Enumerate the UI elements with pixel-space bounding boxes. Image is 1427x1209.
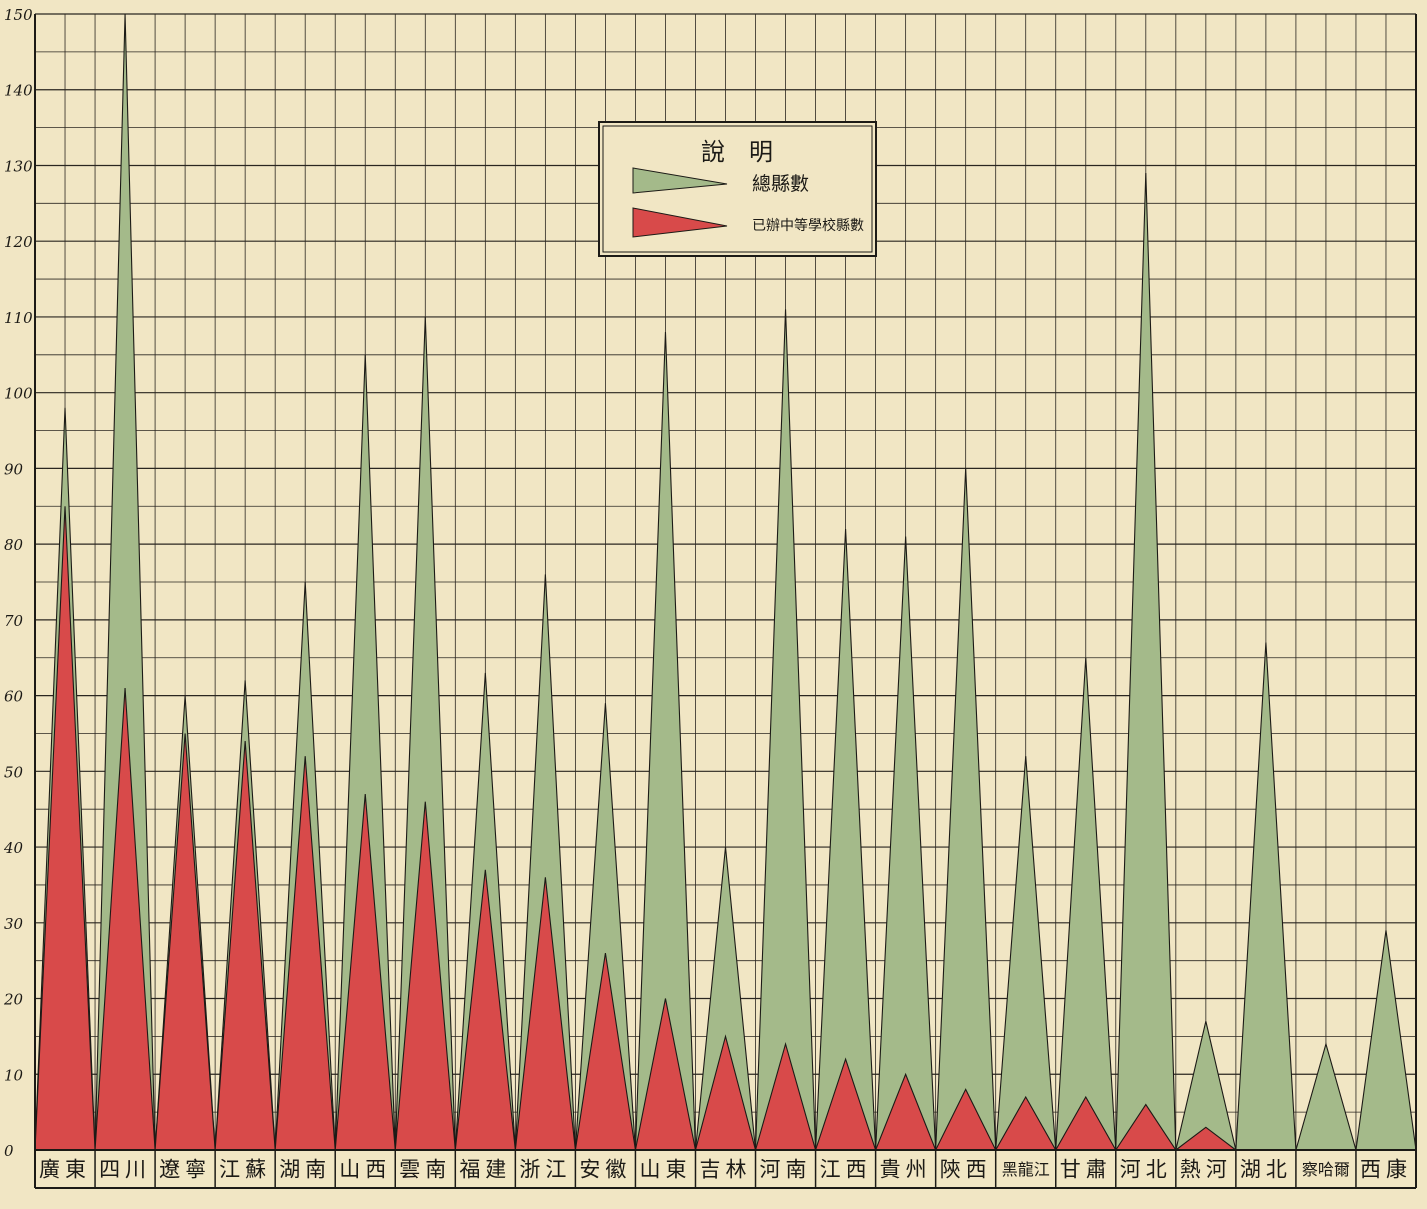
x-category-label: 遼寧 (159, 1158, 211, 1182)
legend-box-inner (602, 125, 873, 253)
legend-title: 說 明 (701, 138, 773, 166)
schools-counties-series (34, 506, 1416, 1151)
y-tick-label: 130 (4, 157, 33, 175)
y-tick-label: 110 (4, 309, 33, 327)
y-tick-label: 30 (4, 915, 24, 933)
legend: 說 明 總縣數 已辦中等學校縣數 (598, 121, 877, 257)
x-category-label: 湖南 (279, 1158, 331, 1182)
x-category-label: 福建 (459, 1158, 511, 1182)
x-category-label: 雲南 (399, 1158, 451, 1182)
y-tick-label: 120 (4, 233, 33, 251)
x-category-label: 廣東 (39, 1158, 91, 1182)
legend-total-label: 總縣數 (752, 173, 809, 195)
x-category-label: 山東 (639, 1158, 691, 1182)
x-axis-labels: 廣東 四川 遼寧 江蘇 湖南 山西 雲南 福建 浙江 安徽 山東 吉林 河南 江西 貴州 陝西 黑龍江 甘肅 河北熱… (39, 1158, 1412, 1182)
y-tick-label: 80 (4, 536, 24, 554)
x-category-label: 河南 (760, 1158, 812, 1182)
x-category-label: 貴州 (880, 1158, 932, 1182)
x-category-label: 黑龍江 (1002, 1160, 1050, 1179)
y-tick-label: 40 (3, 839, 24, 857)
y-tick-label: 0 (4, 1142, 14, 1160)
x-category-label: 河北 (1120, 1158, 1172, 1182)
y-tick-label: 60 (4, 688, 24, 706)
y-axis-ticks: 0 10 20 30 40 50 60 70 80 90 100 110 120 130 140 150 (3, 6, 33, 1160)
x-category-label: 湖北 (1240, 1158, 1292, 1182)
y-tick-label: 150 (4, 6, 33, 24)
plot-frame (34, 14, 1417, 1189)
legend-schools-swatch (632, 207, 728, 238)
y-tick-label: 50 (4, 763, 24, 781)
legend-total-swatch (632, 167, 728, 194)
legend-schools-label: 已辦中等學校縣數 (752, 217, 864, 234)
x-category-label: 熱河 (1180, 1158, 1232, 1182)
x-category-label: 山西 (339, 1158, 391, 1182)
y-tick-label: 140 (4, 82, 33, 100)
x-category-label: 江蘇 (219, 1158, 271, 1182)
x-category-label: 四川 (99, 1158, 151, 1182)
y-tick-label: 100 (4, 385, 33, 403)
y-tick-label: 70 (4, 612, 24, 630)
x-category-label: 浙江 (519, 1158, 571, 1182)
x-category-label: 安徽 (579, 1158, 631, 1182)
x-category-label: 江西 (820, 1158, 872, 1182)
y-tick-label: 90 (4, 460, 24, 478)
y-tick-label: 20 (3, 991, 24, 1009)
x-category-label: 西康 (1360, 1158, 1412, 1182)
y-tick-label: 10 (4, 1066, 24, 1084)
x-category-label: 吉林 (700, 1158, 752, 1182)
x-category-label: 陝西 (940, 1158, 992, 1182)
x-category-label: 甘肅 (1060, 1158, 1112, 1182)
x-category-label: 察哈爾 (1302, 1160, 1350, 1179)
